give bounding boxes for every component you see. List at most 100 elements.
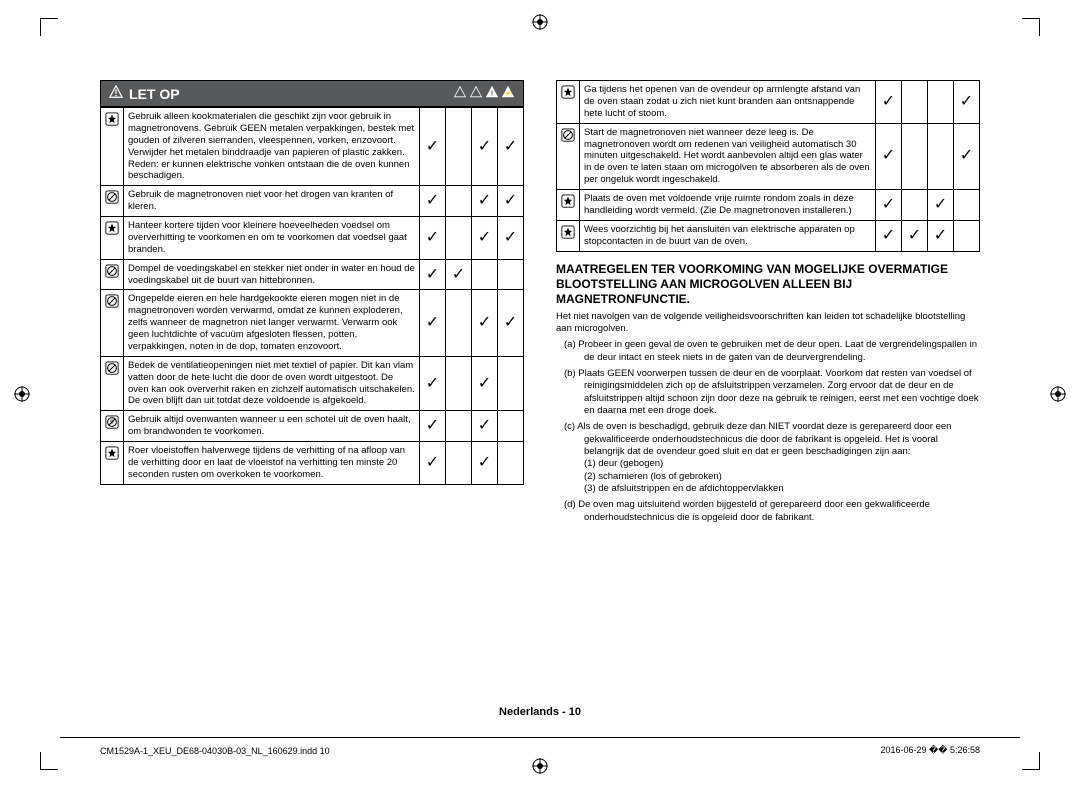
check-cell: ✓ (420, 356, 446, 411)
safety-text: Gebruik alleen kookmaterialen die geschi… (124, 108, 420, 186)
check-cell (928, 81, 954, 124)
slash-icon (101, 356, 124, 411)
slash-icon (101, 290, 124, 356)
table-row: Plaats de oven met voldoende vrije ruimt… (557, 190, 980, 221)
check-cell: ✓ (954, 81, 980, 124)
check-cell: ✓ (876, 190, 902, 221)
page: LET OP ! ⚡ Gebruik alleen kookmaterialen… (0, 0, 1080, 788)
check-cell (902, 81, 928, 124)
star-icon (557, 190, 580, 221)
safety-text: Gebruik altijd ovenwanten wanneer u een … (124, 411, 420, 442)
table-row: Wees voorzichtig bij het aansluiten van … (557, 220, 980, 251)
check-cell: ✓ (420, 217, 446, 260)
content-columns: LET OP ! ⚡ Gebruik alleen kookmaterialen… (100, 80, 980, 688)
table-row: Bedek de ventilatieopeningen niet met te… (101, 356, 524, 411)
check-cell: ✓ (902, 220, 928, 251)
safety-text: Wees voorzichtig bij het aansluiten van … (580, 220, 876, 251)
section-heading: MAATREGELEN TER VOORKOMING VAN MOGELIJKE… (556, 262, 980, 307)
check-cell: ✓ (472, 411, 498, 442)
check-cell: ✓ (420, 411, 446, 442)
check-cell (928, 123, 954, 189)
check-cell: ✓ (472, 442, 498, 485)
safety-text: Plaats de oven met voldoende vrije ruimt… (580, 190, 876, 221)
safety-text: Hanteer kortere tijden voor kleinere hoe… (124, 217, 420, 260)
check-cell: ✓ (472, 217, 498, 260)
check-cell (498, 259, 524, 290)
crop-mark (40, 18, 58, 36)
sub-item: (2) scharnieren (los of gebroken) (556, 471, 980, 483)
check-cell: ✓ (420, 290, 446, 356)
check-cell: ✓ (876, 220, 902, 251)
check-cell: ✓ (472, 186, 498, 217)
check-cell: ✓ (498, 186, 524, 217)
safety-text: Start de magnetronoven niet wanneer deze… (580, 123, 876, 189)
check-cell (446, 217, 472, 260)
check-cell (446, 356, 472, 411)
check-cell (498, 356, 524, 411)
star-icon (101, 217, 124, 260)
mitt-icon (101, 411, 124, 442)
safety-text: Ga tijdens het openen van de ovendeur op… (580, 81, 876, 124)
slash-icon (557, 123, 580, 189)
star-icon (101, 108, 124, 186)
table-row: Roer vloeistoffen halverwege tijdens de … (101, 442, 524, 485)
lettered-item: (b) Plaats GEEN voorwerpen tussen de deu… (556, 368, 980, 417)
check-cell (498, 411, 524, 442)
check-cell: ✓ (420, 442, 446, 485)
check-cell (446, 186, 472, 217)
check-cell (446, 108, 472, 186)
right-column: Ga tijdens het openen van de ovendeur op… (556, 80, 980, 688)
warning-triangle-icon: ! (485, 85, 499, 102)
lettered-item: (d) De oven mag uitsluitend worden bijge… (556, 499, 980, 524)
check-cell: ✓ (446, 259, 472, 290)
sub-item: (3) de afsluitstrippen en de afdichtoppe… (556, 483, 980, 495)
table-row: Start de magnetronoven niet wanneer deze… (557, 123, 980, 189)
check-cell (954, 190, 980, 221)
table-row: Ga tijdens het openen van de ovendeur op… (557, 81, 980, 124)
check-cell: ✓ (954, 123, 980, 189)
table-row: Gebruik de magnetronoven niet voor het d… (101, 186, 524, 217)
svg-text:⚡: ⚡ (504, 90, 512, 98)
star-icon (557, 81, 580, 124)
safety-text: Gebruik de magnetronoven niet voor het d… (124, 186, 420, 217)
registration-mark-icon (532, 758, 548, 774)
page-footer-file: CM1529A-1_XEU_DE68-04030B-03_NL_160629.i… (100, 746, 330, 756)
registration-mark-icon (532, 14, 548, 30)
lettered-list: (a) Probeer in geen geval de oven te geb… (556, 339, 980, 524)
table-row: Gebruik alleen kookmaterialen die geschi… (101, 108, 524, 186)
safety-text: Dompel de voedingskabel en stekker niet … (124, 259, 420, 290)
page-footer-date: 2016-06-29 �� 5:26:58 (880, 745, 980, 756)
check-cell (954, 220, 980, 251)
lettered-item: (a) Probeer in geen geval de oven te geb… (556, 339, 980, 364)
table-row: Gebruik altijd ovenwanten wanneer u een … (101, 411, 524, 442)
crop-mark (1022, 752, 1040, 770)
table-row: Ongepelde eieren en hele hardgekookte ei… (101, 290, 524, 356)
check-cell: ✓ (928, 190, 954, 221)
crop-mark (40, 752, 58, 770)
check-cell: ✓ (420, 259, 446, 290)
check-cell: ✓ (472, 108, 498, 186)
crop-mark (1022, 18, 1040, 36)
star-icon (557, 220, 580, 251)
warning-triangle-icon: ⚡ (501, 85, 515, 102)
check-cell: ✓ (420, 108, 446, 186)
banner-icon-row: ! ⚡ (453, 85, 515, 102)
star-icon (101, 442, 124, 485)
safety-text: Ongepelde eieren en hele hardgekookte ei… (124, 290, 420, 356)
check-cell (446, 411, 472, 442)
check-cell: ✓ (472, 356, 498, 411)
sub-item: (1) deur (gebogen) (556, 458, 980, 470)
registration-mark-icon (1050, 386, 1066, 402)
safety-table-left: Gebruik alleen kookmaterialen die geschi… (100, 107, 524, 485)
check-cell: ✓ (498, 290, 524, 356)
safety-table-right: Ga tijdens het openen van de ovendeur op… (556, 80, 980, 252)
safety-text: Roer vloeistoffen halverwege tijdens de … (124, 442, 420, 485)
warning-triangle-icon (453, 85, 467, 102)
check-cell: ✓ (420, 186, 446, 217)
check-cell: ✓ (498, 108, 524, 186)
warning-triangle-icon (469, 85, 483, 102)
check-cell: ✓ (876, 81, 902, 124)
left-column: LET OP ! ⚡ Gebruik alleen kookmaterialen… (100, 80, 524, 688)
registration-mark-icon (14, 386, 30, 402)
lettered-item: (c) Als de oven is beschadigd, gebruik d… (556, 421, 980, 458)
